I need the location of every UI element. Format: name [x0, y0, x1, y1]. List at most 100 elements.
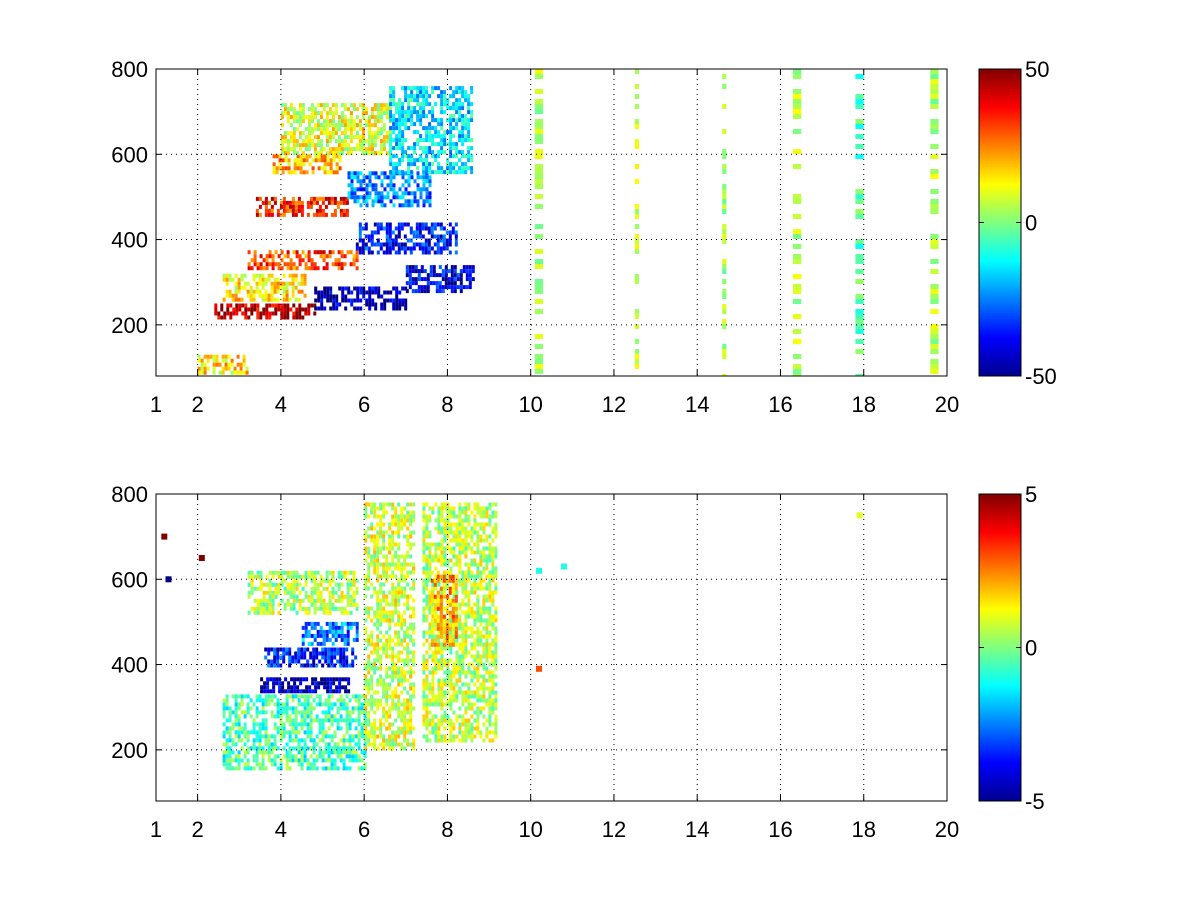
- heatmap-cell: [389, 187, 393, 192]
- heatmap-cell: [464, 682, 468, 687]
- heatmap-cell: [434, 730, 438, 735]
- heatmap-band-cell: [793, 109, 802, 114]
- heatmap-cell: [397, 622, 401, 627]
- heatmap-cell: [232, 307, 236, 312]
- heatmap-cell: [335, 294, 339, 299]
- heatmap-cell: [261, 750, 265, 755]
- heatmap-cell: [351, 746, 355, 751]
- heatmap-cell: [467, 118, 471, 123]
- heatmap-cell: [436, 242, 440, 247]
- heatmap-cell: [406, 698, 410, 703]
- heatmap-cell: [380, 179, 384, 184]
- heatmap-cell: [276, 730, 280, 735]
- heatmap-cell: [455, 150, 459, 155]
- heatmap-cell: [358, 135, 362, 140]
- heatmap-cell: [422, 158, 426, 163]
- heatmap-cell: [388, 738, 392, 743]
- heatmap-cell: [407, 203, 411, 208]
- heatmap-cell: [452, 682, 456, 687]
- heatmap-cell: [464, 690, 468, 695]
- heatmap-cell: [334, 629, 338, 634]
- heatmap-cell: [329, 306, 333, 311]
- heatmap-cell: [323, 154, 327, 159]
- heatmap-cell: [437, 698, 441, 703]
- heatmap-cell: [408, 273, 412, 278]
- heatmap-cell: [322, 250, 326, 255]
- heatmap-cell: [413, 162, 417, 167]
- heatmap-cell: [458, 558, 462, 563]
- heatmap-cell: [385, 510, 389, 515]
- heatmap-cell: [303, 655, 307, 660]
- heatmap-cell: [337, 147, 341, 152]
- heatmap-cell: [455, 526, 459, 531]
- heatmap-cell: [458, 634, 462, 639]
- heatmap-cell: [494, 530, 498, 535]
- heatmap-cell: [392, 146, 396, 151]
- heatmap-cell: [443, 718, 447, 723]
- heatmap-cell: [423, 277, 427, 282]
- heatmap-cell: [464, 546, 468, 551]
- heatmap-band-cell: [534, 284, 544, 289]
- heatmap-cell: [461, 654, 465, 659]
- heatmap-cell: [364, 618, 368, 623]
- heatmap-cell: [247, 307, 251, 312]
- heatmap-cell: [242, 370, 246, 375]
- heatmap-cell: [310, 139, 314, 144]
- heatmap-cell: [295, 594, 299, 599]
- heatmap-cell: [389, 154, 393, 159]
- heatmap-cell: [388, 638, 392, 643]
- heatmap-cell: [228, 750, 232, 755]
- heatmap-cell: [304, 570, 308, 575]
- heatmap-band-cell: [722, 104, 727, 109]
- heatmap-cell: [262, 606, 266, 611]
- heatmap-cell: [391, 246, 395, 251]
- heatmap-band-cell: [722, 344, 727, 349]
- heatmap-cell: [382, 606, 386, 611]
- heatmap-cell: [449, 150, 453, 155]
- heatmap-cell: [461, 510, 465, 515]
- heatmap-cell: [388, 566, 392, 571]
- heatmap-cell: [464, 618, 468, 623]
- heatmap-cell: [397, 694, 401, 699]
- heatmap-cell: [382, 706, 386, 711]
- heatmap-cell: [425, 630, 429, 635]
- heatmap-cell: [449, 154, 453, 159]
- heatmap-cell: [391, 594, 395, 599]
- heatmap-cell: [470, 614, 474, 619]
- heatmap-cell: [455, 98, 459, 103]
- heatmap-cell: [364, 514, 368, 519]
- heatmap-cell: [397, 582, 401, 587]
- heatmap-cell: [398, 110, 402, 115]
- heatmap-cell: [421, 222, 425, 227]
- heatmap-cell: [346, 594, 350, 599]
- heatmap-cell: [382, 738, 386, 743]
- heatmap-band-cell: [634, 179, 639, 184]
- heatmap-cell: [297, 742, 301, 747]
- heatmap-band-cell: [722, 169, 727, 174]
- heatmap-cell: [320, 306, 324, 311]
- heatmap-cell: [319, 602, 323, 607]
- heatmap-cell: [272, 677, 276, 682]
- heatmap-cell: [300, 200, 304, 205]
- heatmap-cell: [394, 706, 398, 711]
- heatmap-cell: [367, 570, 371, 575]
- heatmap-cell: [401, 298, 405, 303]
- heatmap-cell: [418, 226, 422, 231]
- heatmap-cell: [447, 277, 451, 282]
- heatmap-cell: [324, 730, 328, 735]
- heatmap-cell: [256, 570, 260, 575]
- heatmap-cell: [425, 554, 429, 559]
- heatmap-cell: [361, 139, 365, 144]
- heatmap-cell: [364, 738, 368, 743]
- heatmap-cell: [419, 146, 423, 151]
- heatmap-cell: [425, 102, 429, 107]
- heatmap-cell: [403, 662, 407, 667]
- heatmap-cell: [456, 273, 460, 278]
- heatmap-cell: [443, 142, 447, 147]
- heatmap-cell: [404, 187, 408, 192]
- heatmap-cell: [272, 681, 276, 686]
- heatmap-cell: [398, 146, 402, 151]
- heatmap-cell: [285, 762, 289, 767]
- heatmap-band-cell: [855, 324, 864, 329]
- heatmap-cell: [468, 277, 472, 282]
